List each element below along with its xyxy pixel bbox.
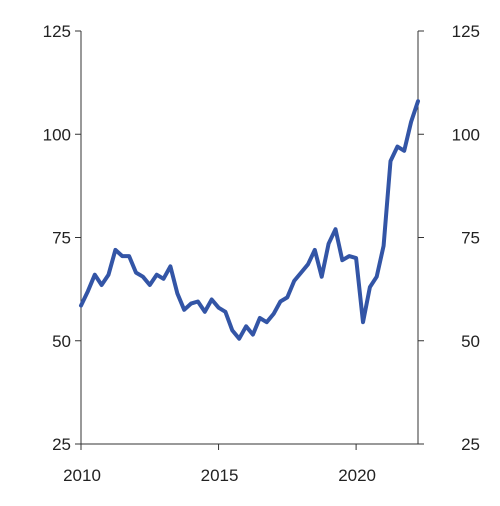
chart-axes xyxy=(80,31,419,445)
y-tick-label-left: 50 xyxy=(52,332,71,351)
y-tick-label-left: 125 xyxy=(43,22,71,41)
y-tick-label-right: 25 xyxy=(461,435,480,454)
tick-group: 25 25 50 50 75 75 100 100 125 125 2010 2015 2020 xyxy=(43,22,480,485)
series-line xyxy=(79,99,420,341)
y-tick-label-right: 50 xyxy=(461,332,480,351)
y-tick-label-left: 75 xyxy=(52,229,71,248)
x-tick-label: 2015 xyxy=(201,466,239,485)
y-tick-label-right: 100 xyxy=(452,125,480,144)
y-tick-label-right: 75 xyxy=(461,229,480,248)
series-group xyxy=(79,99,420,341)
x-tick-label: 2020 xyxy=(338,466,376,485)
y-tick-label-left: 25 xyxy=(52,435,71,454)
x-tick-label: 2010 xyxy=(63,466,101,485)
y-tick-label-right: 125 xyxy=(452,22,480,41)
y-tick-label-left: 100 xyxy=(43,125,71,144)
